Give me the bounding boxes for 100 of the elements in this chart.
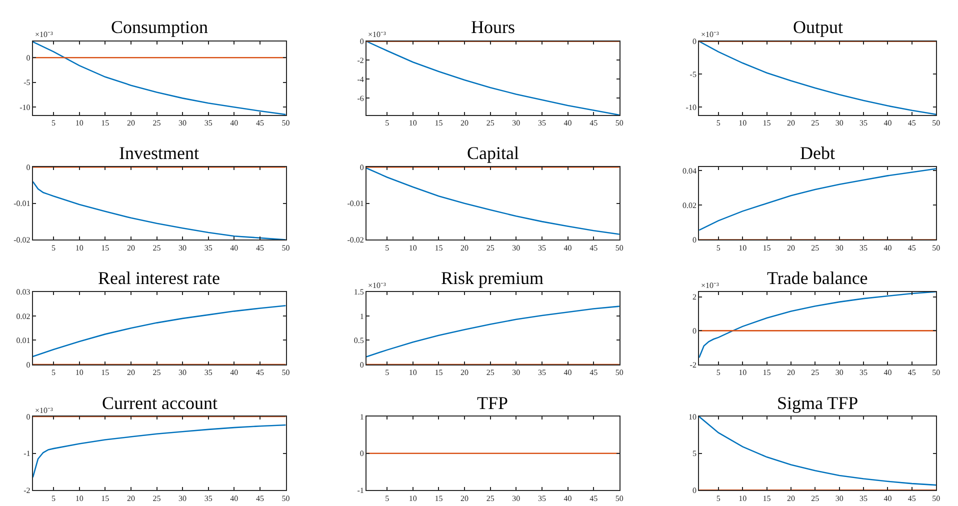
x-tick-label: 40: [564, 368, 572, 378]
x-tick-label: 20: [126, 118, 135, 128]
x-tick-label: 40: [884, 118, 892, 128]
x-tick-label: 25: [152, 368, 161, 378]
chart-title: Risk premium: [441, 268, 544, 288]
line-series: [32, 304, 286, 358]
y-tick-label: -2: [357, 56, 364, 66]
x-tick-label: 25: [811, 243, 820, 252]
x-tick-label: 25: [486, 118, 494, 128]
x-tick-label: 40: [230, 118, 238, 128]
y-tick-label: -0.01: [347, 199, 364, 208]
y-tick-label: -5: [690, 70, 696, 80]
x-tick-label: 50: [932, 118, 940, 128]
x-tick-label: 30: [178, 243, 187, 252]
x-tick-label: 30: [512, 368, 520, 378]
x-tick-label: 10: [408, 243, 417, 252]
line-series: [366, 41, 620, 115]
chart-title: Trade balance: [767, 268, 868, 288]
y-tick-label: 10: [688, 412, 696, 422]
x-tick-label: 5: [716, 368, 720, 378]
x-tick-label: 15: [762, 494, 771, 503]
x-tick-label: 10: [738, 494, 747, 503]
x-tick-label: 5: [385, 494, 390, 503]
x-tick-label: 20: [126, 243, 135, 252]
x-tick-label: 5: [52, 494, 56, 503]
line-series: [366, 306, 620, 358]
y-tick-label: -1: [24, 449, 30, 458]
y-tick-label: 0: [360, 162, 364, 172]
x-tick-label: 35: [538, 243, 546, 252]
text: ×10⁻³: [701, 281, 720, 290]
x-tick-label: 20: [460, 118, 469, 128]
chart-title: Sigma TFP: [777, 393, 858, 413]
x-tick-label: 10: [408, 118, 417, 128]
x-tick-label: 35: [204, 243, 212, 252]
text: ×10⁻³: [35, 406, 54, 415]
x-tick-label: 15: [434, 243, 443, 252]
x-tick-label: 45: [256, 368, 264, 378]
text: ×10⁻³: [368, 30, 387, 39]
x-tick-label: 15: [434, 494, 443, 503]
x-tick-label: 5: [52, 118, 56, 128]
x-tick-label: 50: [282, 368, 290, 378]
x-tick-label: 30: [178, 118, 187, 128]
x-tick-label: 30: [512, 494, 520, 503]
chart-title: Debt: [800, 143, 835, 163]
x-tick-label: 40: [230, 243, 238, 252]
x-tick-label: 35: [204, 368, 212, 378]
x-tick-label: 50: [932, 243, 940, 252]
x-tick-label: 40: [230, 368, 238, 378]
x-tick-label: 50: [282, 243, 290, 252]
y-tick-label: 0.03: [16, 288, 30, 297]
x-tick-label: 45: [590, 118, 598, 128]
y-tick-label: 0: [26, 162, 30, 172]
x-tick-label: 15: [762, 368, 771, 378]
y-tick-label: 1.5: [354, 288, 364, 297]
line-series: [32, 180, 286, 240]
x-tick-label: 25: [486, 243, 494, 252]
x-tick-label: 10: [408, 368, 417, 378]
x-tick-label: 35: [204, 118, 212, 128]
x-tick-label: 20: [126, 494, 135, 503]
x-tick-label: 15: [101, 118, 110, 128]
text: ×10⁻³: [701, 30, 720, 39]
x-tick-label: 35: [204, 494, 212, 503]
x-tick-label: 15: [434, 368, 443, 378]
y-tick-label: 0.04: [682, 166, 696, 176]
line-series: [32, 41, 286, 115]
line-series: [32, 424, 286, 478]
y-tick-label: 0: [26, 53, 30, 62]
x-tick-label: 25: [811, 368, 820, 378]
chart-title: Capital: [467, 143, 519, 163]
chart-title: Output: [793, 17, 844, 37]
x-tick-label: 25: [811, 494, 820, 503]
x-tick-label: 45: [908, 243, 916, 252]
x-tick-label: 40: [564, 494, 572, 503]
text: ×10⁻³: [368, 281, 387, 290]
x-tick-label: 10: [75, 494, 84, 503]
chart-title: Current account: [102, 393, 218, 413]
x-tick-label: 45: [908, 494, 916, 503]
x-tick-label: 15: [762, 243, 771, 252]
x-tick-label: 40: [884, 368, 892, 378]
x-tick-label: 40: [884, 494, 892, 503]
line-series: [699, 416, 936, 486]
text: ×10⁻³: [35, 30, 54, 39]
x-tick-label: 20: [786, 494, 795, 503]
y-tick-label: 2: [692, 292, 696, 302]
y-tick-label: -0.01: [14, 199, 30, 208]
x-tick-label: 20: [786, 243, 795, 252]
x-tick-label: 5: [385, 368, 390, 378]
x-tick-label: 35: [860, 494, 868, 503]
x-tick-label: 40: [564, 118, 572, 128]
y-tick-label: -10: [20, 102, 30, 112]
x-tick-label: 20: [460, 494, 469, 503]
x-tick-label: 30: [512, 243, 520, 252]
y-tick-label: 0.02: [16, 312, 30, 321]
y-tick-label: 0: [360, 37, 364, 46]
x-tick-label: 30: [835, 494, 844, 503]
y-tick-label: -2: [690, 360, 696, 370]
x-tick-label: 40: [564, 243, 572, 252]
x-tick-label: 25: [152, 494, 161, 503]
y-tick-label: -5: [24, 78, 30, 88]
y-tick-label: 0: [692, 326, 696, 336]
